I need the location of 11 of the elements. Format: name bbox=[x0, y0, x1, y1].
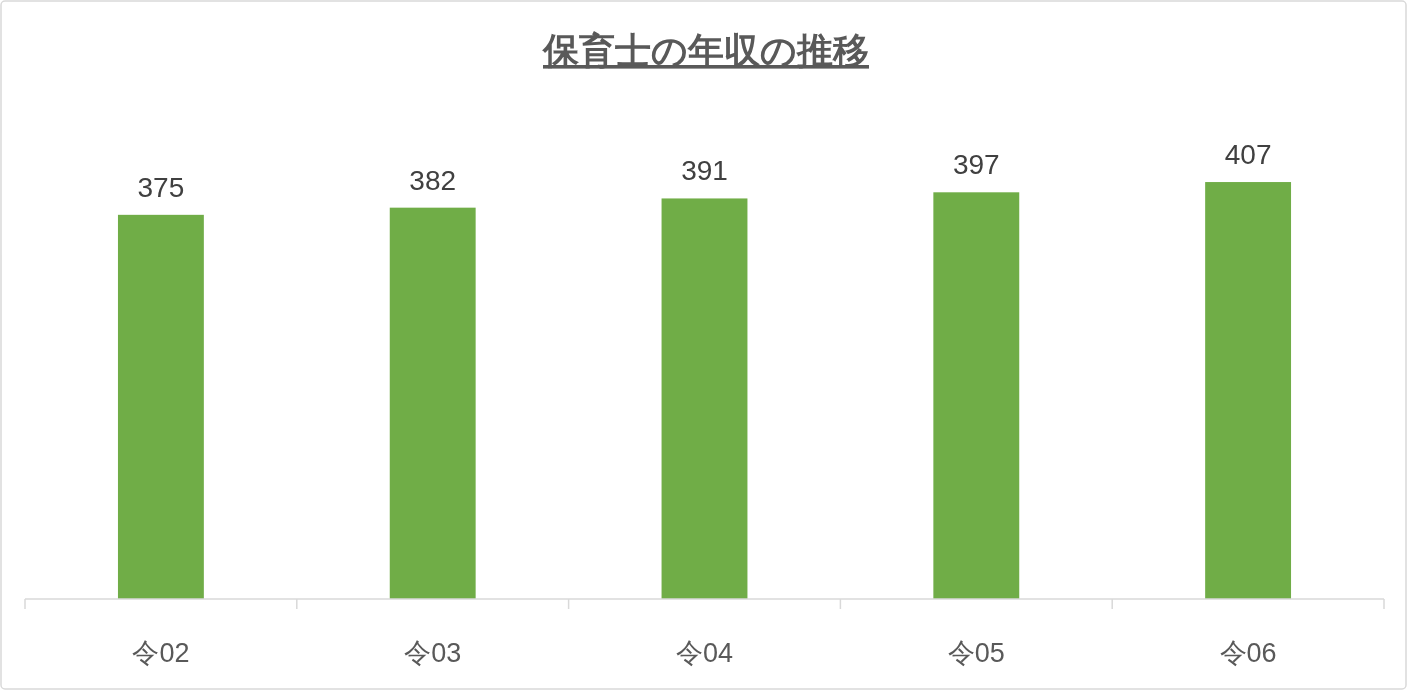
x-tick-label: 令03 bbox=[404, 638, 462, 668]
chart-title: 保育士の年収の推移 bbox=[541, 30, 869, 71]
data-label: 407 bbox=[1224, 139, 1272, 171]
data-label: 397 bbox=[952, 149, 1000, 181]
x-tick-label: 令05 bbox=[947, 638, 1005, 668]
data-label: 391 bbox=[681, 155, 728, 187]
data-label: 382 bbox=[409, 164, 457, 196]
x-tick-label: 令02 bbox=[132, 638, 190, 668]
x-tick-label: 令04 bbox=[675, 638, 734, 668]
data-label: 375 bbox=[137, 171, 185, 203]
x-tick-label: 令06 bbox=[1219, 638, 1277, 668]
